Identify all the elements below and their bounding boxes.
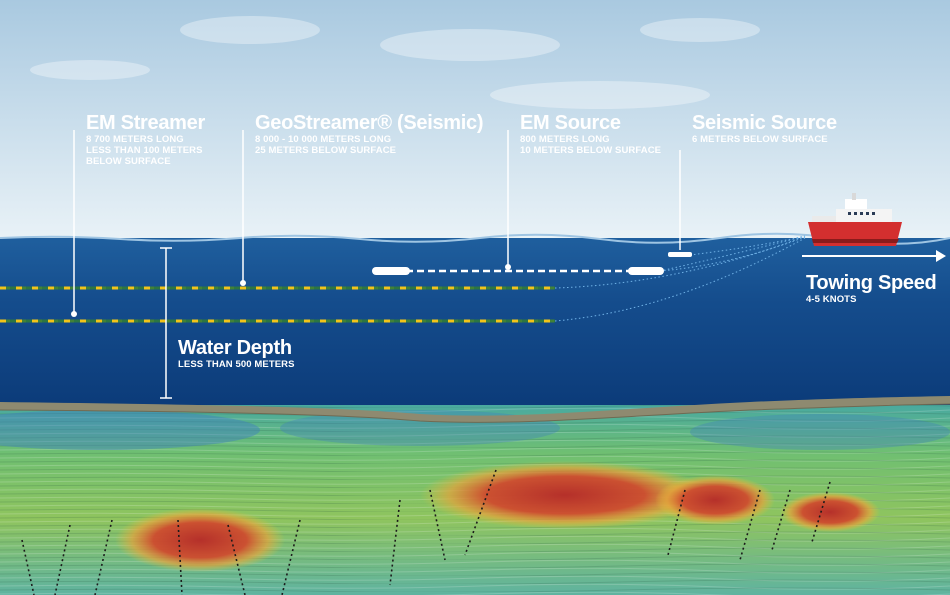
em-source-detail: 800 METERS LONG <box>520 134 610 145</box>
water <box>0 238 950 413</box>
em-streamer-detail: BELOW SURFACE <box>86 156 171 167</box>
seabed <box>0 396 950 423</box>
geostreamer-title: GeoStreamer® (Seismic) <box>255 112 484 134</box>
tow-lines <box>554 235 806 322</box>
em-streamer-title: EM Streamer <box>86 112 205 134</box>
clouds <box>30 16 760 109</box>
water-depth-detail: LESS THAN 500 METERS <box>178 359 295 370</box>
em-streamer-detail: 8 700 METERS LONG <box>86 134 184 145</box>
sea-surface <box>0 232 950 245</box>
subsurface <box>0 405 950 595</box>
seismic-source-detail: 6 METERS BELOW SURFACE <box>692 134 828 145</box>
water-depth-title: Water Depth <box>178 337 292 359</box>
geostreamer-detail: 8 000 - 10 000 METERS LONG <box>255 134 392 145</box>
anomaly-east-a <box>655 475 775 525</box>
em-streamer-detail: LESS THAN 100 METERS <box>86 145 203 156</box>
anomaly-west <box>115 508 285 572</box>
towing-speed-label: Towing Speed 4-5 KNOTS <box>806 272 937 305</box>
geostreamer-label: GeoStreamer® (Seismic) 8 000 - 10 000 ME… <box>255 112 484 156</box>
anomaly-central <box>420 461 710 529</box>
geostreamer-detail: 25 METERS BELOW SURFACE <box>255 145 397 156</box>
em-source <box>372 267 664 275</box>
anomaly-east-b <box>780 492 880 532</box>
em-source-detail: 10 METERS BELOW SURFACE <box>520 145 662 156</box>
towing-speed-title: Towing Speed <box>806 272 937 294</box>
sky <box>0 0 950 240</box>
em-streamer-label: EM Streamer 8 700 METERS LONG LESS THAN … <box>86 112 205 167</box>
towing-speed-detail: 4-5 KNOTS <box>806 294 857 305</box>
seismic-source-title: Seismic Source <box>692 112 837 134</box>
em-source-title: EM Source <box>520 112 621 134</box>
seismic-source <box>668 252 692 257</box>
vessel-icon <box>808 193 902 246</box>
seismic-source-label: Seismic Source 6 METERS BELOW SURFACE <box>692 112 837 145</box>
fault-lines <box>21 469 831 595</box>
water-depth-label: Water Depth LESS THAN 500 METERS <box>178 337 295 370</box>
water-depth-marker <box>160 247 172 399</box>
arrow-right-icon <box>802 250 946 262</box>
label-pointers <box>73 130 681 314</box>
em-source-label: EM Source 800 METERS LONG 10 METERS BELO… <box>520 112 661 156</box>
